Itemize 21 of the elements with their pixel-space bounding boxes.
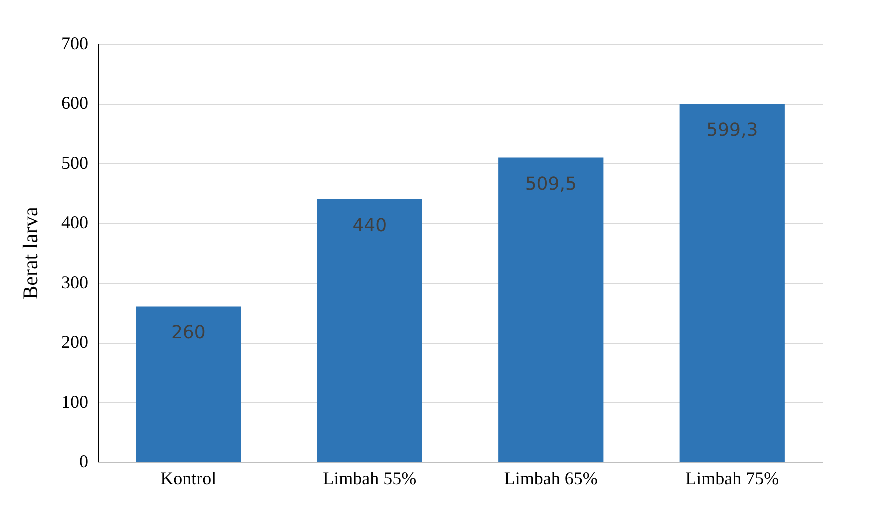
data-label: 509,5 — [525, 174, 577, 195]
y-tick-label: 300 — [62, 272, 88, 292]
y-tick-label: 700 — [62, 34, 88, 54]
x-tick-label: Limbah 75% — [686, 468, 780, 488]
y-tick-label: 600 — [62, 93, 88, 114]
data-label: 440 — [352, 215, 388, 236]
y-tick-label: 400 — [62, 212, 88, 233]
x-tick-label: Limbah 55% — [323, 468, 417, 488]
bar — [680, 104, 785, 462]
bar — [498, 158, 604, 462]
x-tick-label: Kontrol — [160, 468, 217, 488]
y-axis-title: Berat larva — [18, 206, 42, 300]
data-label: 599,3 — [706, 120, 758, 142]
y-tick-label: 0 — [80, 452, 88, 472]
x-tick-label: Limbah 65% — [504, 468, 598, 488]
bar — [136, 306, 242, 462]
y-tick-label: 500 — [62, 152, 88, 173]
bar — [317, 199, 422, 462]
y-tick-label: 200 — [62, 332, 88, 352]
data-label: 260 — [171, 322, 206, 344]
y-tick-label: 100 — [62, 392, 88, 412]
